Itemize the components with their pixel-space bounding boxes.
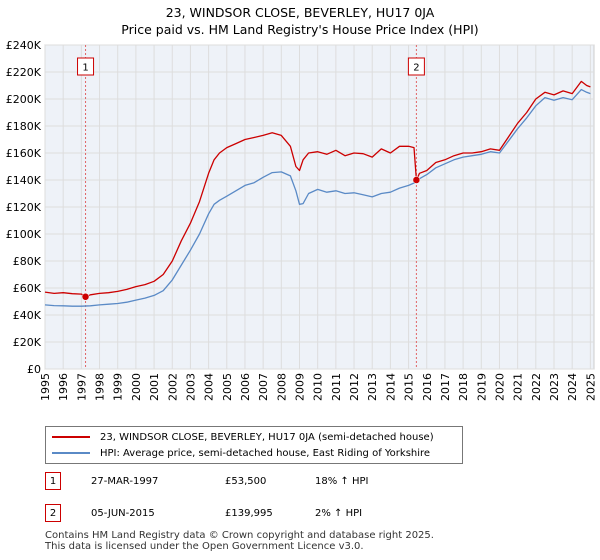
chart-legend: 23, WINDSOR CLOSE, BEVERLEY, HU17 0JA (s… bbox=[45, 426, 463, 464]
sale-date-2: 05-JUN-2015 bbox=[91, 508, 155, 519]
sale-2-point bbox=[412, 176, 421, 184]
sale-hpi-2: 2% ↑ HPI bbox=[315, 508, 363, 519]
x-tick-label: 2005 bbox=[221, 373, 234, 401]
y-tick-label: £0 bbox=[27, 363, 41, 376]
sale-hpi-1: 18% ↑ HPI bbox=[315, 476, 369, 487]
x-tick-label: 2024 bbox=[566, 373, 579, 401]
x-tick-label: 2001 bbox=[148, 373, 161, 401]
y-tick-label: £80K bbox=[13, 255, 42, 268]
x-tick-label: 2003 bbox=[184, 373, 197, 401]
x-tick-label: 2014 bbox=[384, 373, 397, 401]
x-tick-label: 2010 bbox=[312, 373, 325, 401]
price-chart: £0 £20K £40K £60K £80K £100K £120K £140K £160K £1… bbox=[6, 39, 598, 401]
y-tick-label: £200K bbox=[6, 93, 42, 106]
sale-1-badge bbox=[77, 57, 95, 76]
chart-title: 23, WINDSOR CLOSE, BEVERLEY, HU17 0JA Pr… bbox=[0, 4, 600, 38]
y-tick-label: £180K bbox=[6, 120, 42, 133]
sale-1-point bbox=[81, 293, 90, 301]
sale-2-badge-label: 2 bbox=[413, 63, 419, 74]
x-tick-label: 2009 bbox=[294, 373, 307, 401]
footer: Contains HM Land Registry data © Crown c… bbox=[45, 530, 434, 552]
x-tick-label: 2012 bbox=[348, 373, 361, 401]
sale-marker-badge-1: 1 bbox=[45, 472, 61, 490]
hpi-series-line bbox=[44, 88, 591, 307]
property-series-line bbox=[44, 80, 591, 298]
x-tick-label: 2023 bbox=[548, 373, 561, 401]
x-tick-label: 1999 bbox=[112, 373, 125, 401]
legend-label-hpi: HPI: Average price, semi-detached house,… bbox=[100, 448, 431, 459]
x-tick-label: 2025 bbox=[584, 373, 597, 401]
y-tick-label: £40K bbox=[13, 309, 42, 322]
legend-line-property bbox=[52, 436, 90, 438]
y-tick-label: £20K bbox=[13, 336, 42, 349]
legend-entry-property: 23, WINDSOR CLOSE, BEVERLEY, HU17 0JA (s… bbox=[52, 430, 434, 446]
x-tick-label: 1996 bbox=[57, 373, 70, 401]
legend-line-hpi bbox=[52, 452, 90, 454]
x-tick-label: 2018 bbox=[457, 373, 470, 401]
sale-price-2: £139,995 bbox=[225, 508, 273, 519]
x-tick-label: 1995 bbox=[39, 373, 52, 401]
x-tick-label: 2020 bbox=[493, 373, 506, 401]
x-tick-label: 2008 bbox=[275, 373, 288, 401]
sale-price-1: £53,500 bbox=[225, 476, 267, 487]
y-tick-label: £120K bbox=[6, 201, 42, 214]
x-tick-label: 2021 bbox=[512, 373, 525, 401]
x-tick-label: 2016 bbox=[421, 373, 434, 401]
sale-date-1: 27-MAR-1997 bbox=[91, 476, 159, 487]
x-tick-label: 2004 bbox=[203, 373, 216, 401]
x-tick-label: 2011 bbox=[330, 373, 343, 401]
x-tick-label: 2022 bbox=[530, 373, 543, 401]
legend-label-property: 23, WINDSOR CLOSE, BEVERLEY, HU17 0JA (s… bbox=[100, 432, 434, 443]
x-tick-label: 2013 bbox=[366, 373, 379, 401]
sale-marker-badge-2: 2 bbox=[45, 504, 61, 522]
x-tick-label: 2017 bbox=[439, 373, 452, 401]
chart-title-line2: Price paid vs. HM Land Registry's House … bbox=[121, 22, 479, 37]
y-tick-label: £240K bbox=[6, 39, 42, 52]
x-tick-label: 2002 bbox=[166, 373, 179, 401]
x-tick-label: 2015 bbox=[403, 373, 416, 401]
x-tick-label: 1997 bbox=[75, 373, 88, 401]
footer-line2: This data is licensed under the Open Gov… bbox=[45, 541, 364, 552]
y-tick-label: £220K bbox=[6, 66, 42, 79]
legend-entry-hpi: HPI: Average price, semi-detached house,… bbox=[52, 446, 430, 462]
x-tick-label: 2006 bbox=[239, 373, 252, 401]
y-tick-label: £60K bbox=[13, 282, 42, 295]
sale-2-badge bbox=[407, 57, 425, 76]
x-tick-label: 2000 bbox=[130, 373, 143, 401]
y-tick-label: £140K bbox=[6, 174, 42, 187]
x-tick-label: 2007 bbox=[257, 373, 270, 401]
footer-line1: Contains HM Land Registry data © Crown c… bbox=[45, 530, 434, 541]
chart-title-line1: 23, WINDSOR CLOSE, BEVERLEY, HU17 0JA bbox=[165, 5, 435, 20]
x-tick-label: 2019 bbox=[475, 373, 488, 401]
y-tick-label: £160K bbox=[6, 147, 42, 160]
x-tick-label: 1998 bbox=[94, 373, 107, 401]
y-tick-label: £100K bbox=[6, 228, 42, 241]
sale-1-badge-label: 1 bbox=[82, 63, 88, 74]
